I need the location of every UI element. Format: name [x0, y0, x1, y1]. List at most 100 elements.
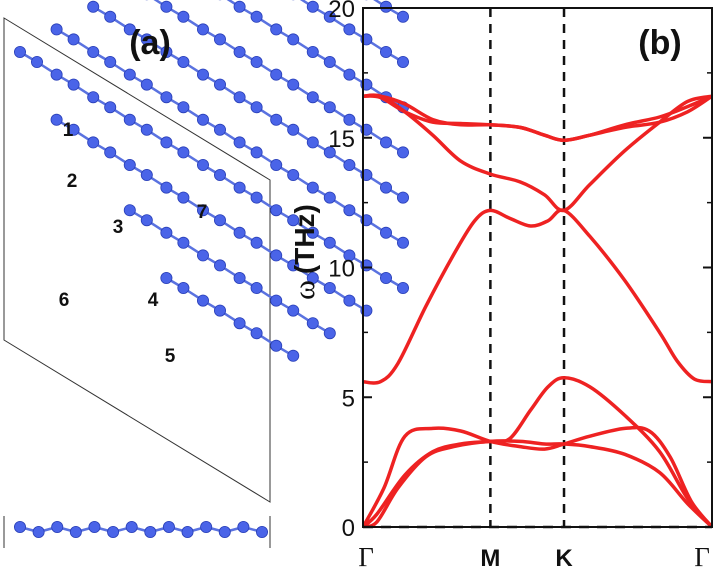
lattice-atom — [250, 191, 263, 204]
lattice-atom — [250, 327, 263, 340]
x-tick-label: Γ — [694, 542, 710, 572]
lattice-atom — [323, 101, 336, 114]
lattice-atom — [233, 226, 246, 239]
lattice-atom — [287, 304, 300, 317]
lattice-atom — [270, 23, 283, 36]
side-view-atom — [13, 521, 26, 534]
lattice-atom — [160, 46, 173, 59]
side-view-atom — [181, 526, 194, 539]
lattice-atom — [233, 0, 246, 13]
phonon-branch-2 — [363, 439, 712, 527]
lattice-atom — [50, 23, 63, 36]
y-axis-ticks: 0 5 10 15 20 — [328, 0, 712, 542]
lattice-atom — [306, 317, 319, 330]
lattice-atom — [270, 204, 283, 217]
lattice-atom — [104, 101, 117, 114]
lattice-atom — [196, 204, 209, 217]
lattice-atom — [396, 56, 409, 69]
lattice-atom — [343, 68, 356, 81]
site-label-4: 4 — [148, 290, 159, 311]
dispersion-curves — [363, 93, 712, 527]
side-view-atom — [144, 526, 157, 539]
lattice-atom — [213, 33, 226, 46]
lattice-atom — [250, 56, 263, 69]
lattice-atom — [177, 236, 190, 249]
lattice-atom — [213, 168, 226, 181]
lattice-atom — [306, 181, 319, 194]
lattice-atom — [270, 294, 283, 307]
y-tick-label: 20 — [328, 0, 355, 23]
side-view-atom — [51, 521, 64, 534]
lattice-atom — [379, 181, 392, 194]
lattice-atom — [67, 123, 80, 136]
side-view-atom — [162, 521, 175, 534]
lattice-atom — [343, 204, 356, 217]
site-label-5: 5 — [165, 346, 176, 367]
lattice-atom — [343, 158, 356, 171]
lattice-atom — [123, 23, 136, 36]
lattice-atom — [306, 136, 319, 149]
y-tick-label: 5 — [342, 385, 355, 412]
lattice-atom — [123, 113, 136, 126]
side-view — [3, 516, 271, 548]
lattice-atom — [343, 294, 356, 307]
lattice-atom — [160, 226, 173, 239]
lattice-atom — [306, 226, 319, 239]
lattice-atom — [140, 78, 153, 91]
lattice-atom — [233, 317, 246, 330]
lattice-atom — [104, 146, 117, 159]
lattice-atom — [306, 271, 319, 284]
lattice-atom — [196, 113, 209, 126]
lattice-atom — [287, 168, 300, 181]
lattice-atom — [287, 349, 300, 362]
y-axis-label-symbol: ω — [288, 280, 321, 300]
lattice-atom — [287, 259, 300, 272]
lattice-atom — [87, 0, 100, 13]
lattice-atom — [233, 181, 246, 194]
lattice-atom — [323, 10, 336, 23]
lattice-atom — [160, 0, 173, 13]
lattice-atom — [140, 214, 153, 227]
panel-a-label: (a) — [129, 24, 171, 62]
lattice-atom — [196, 68, 209, 81]
lattice-atom — [123, 204, 136, 217]
lattice-atom — [250, 281, 263, 294]
lattice-atom — [196, 23, 209, 36]
side-view-atom — [218, 526, 231, 539]
panel-b-label: (b) — [638, 24, 681, 62]
lattice-atom — [396, 281, 409, 294]
lattice-atom — [270, 68, 283, 81]
x-tick-label: M — [480, 545, 500, 572]
lattice-atom — [196, 294, 209, 307]
lattice-atom — [287, 123, 300, 136]
lattice-atom — [287, 33, 300, 46]
lattice-atom — [250, 10, 263, 23]
y-tick-label: 15 — [328, 126, 355, 153]
lattice-atom — [140, 123, 153, 136]
lattice-atom — [177, 146, 190, 159]
lattice-atom — [270, 158, 283, 171]
lattice-atom — [233, 46, 246, 59]
lattice-atom — [306, 0, 319, 13]
side-view-atom — [107, 526, 120, 539]
lattice-atom — [323, 281, 336, 294]
lattice-atom — [323, 56, 336, 69]
lattice-atom — [50, 68, 63, 81]
site-label-1: 1 — [63, 120, 74, 141]
y-axis-label-unit: (THz) — [289, 204, 320, 274]
side-view-atom — [255, 526, 268, 539]
lattice-atom — [30, 56, 43, 69]
site-label-3: 3 — [113, 217, 124, 238]
lattice-atom — [323, 327, 336, 340]
lattice-atom — [104, 56, 117, 69]
lattice-atom — [140, 168, 153, 181]
lattice-atom — [250, 101, 263, 114]
lattice-atom — [160, 271, 173, 284]
lattice-atom — [396, 236, 409, 249]
phonon-branch-1 — [363, 376, 712, 527]
lattice-atom — [306, 46, 319, 59]
structure-panel: (a) 1 2 3 4 5 6 7 — [3, 0, 409, 548]
lattice-atom — [396, 146, 409, 159]
lattice-atom — [140, 33, 153, 46]
lattice-atom — [343, 23, 356, 36]
